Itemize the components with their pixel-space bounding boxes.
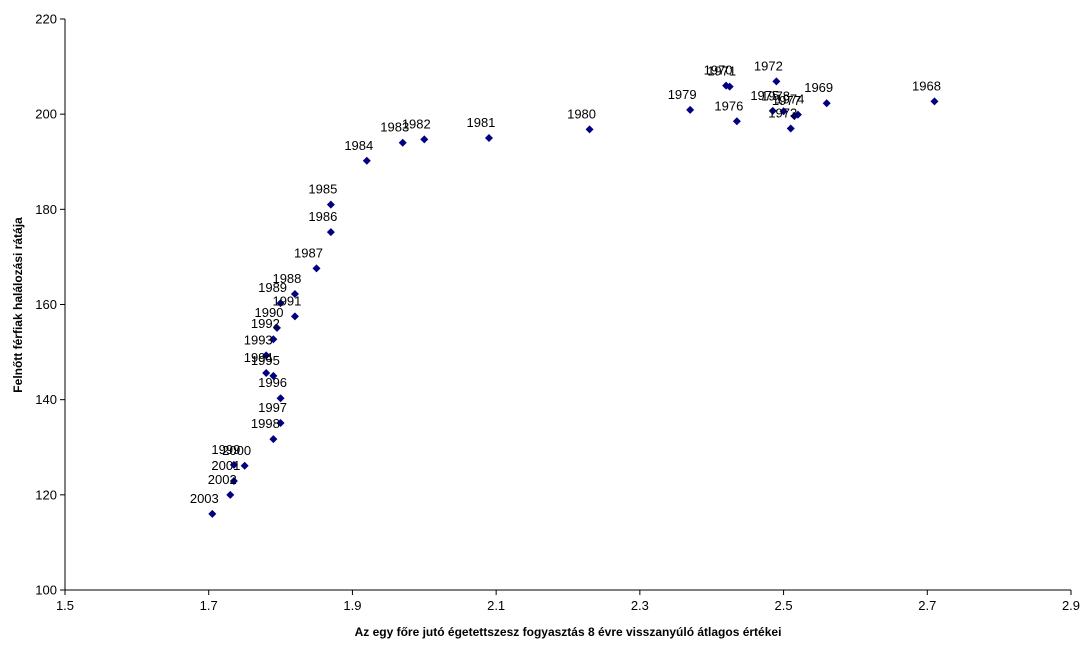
data-point-marker — [226, 490, 235, 499]
data-point-label: 1985 — [308, 182, 337, 197]
data-point-label: 1982 — [402, 116, 431, 131]
y-axis-ticks: 100 120 140 160 180 200 220 — [35, 12, 65, 598]
data-point-label: 1999 — [211, 442, 240, 457]
y-tick-label: 180 — [35, 202, 57, 217]
y-tick-label: 140 — [35, 392, 57, 407]
data-point-label: 1986 — [308, 209, 337, 224]
data-point-label: 1997 — [258, 400, 287, 415]
data-point-label: 1987 — [294, 245, 323, 260]
y-tick-label: 220 — [35, 12, 57, 27]
y-axis-title: Felnőtt férfiak halálozási rátája — [11, 217, 25, 393]
y-tick-label: 100 — [35, 583, 57, 598]
x-tick-label: 2.3 — [631, 598, 649, 613]
y-tick-label: 200 — [35, 107, 57, 122]
data-point-marker — [725, 82, 734, 91]
data-point-label: 2003 — [190, 491, 219, 506]
data-point-label: 1990 — [255, 305, 284, 320]
data-point-label: 1998 — [251, 416, 280, 431]
data-point-label: 1980 — [567, 106, 596, 121]
data-point-marker — [326, 200, 335, 209]
data-point-marker — [326, 228, 335, 237]
data-point-label: 1977 — [772, 93, 801, 108]
data-point-marker — [930, 97, 939, 106]
data-point-marker — [398, 138, 407, 147]
data-point-marker — [240, 461, 249, 470]
data-point-label: 1979 — [668, 87, 697, 102]
x-axis-title: Az egy főre jutó égetettszesz fogyasztás… — [355, 625, 782, 639]
data-point-label: 2002 — [208, 472, 237, 487]
data-point-label: 1972 — [754, 58, 783, 73]
data-point-label: 1976 — [714, 98, 743, 113]
data-point-marker — [262, 369, 271, 378]
data-point-marker — [276, 299, 285, 308]
x-tick-label: 2.7 — [918, 598, 936, 613]
data-point-marker — [484, 133, 493, 142]
data-point-marker — [786, 124, 795, 133]
data-point-marker — [312, 264, 321, 273]
data-point-marker — [269, 335, 278, 344]
data-point-marker — [822, 99, 831, 108]
data-point-marker — [229, 460, 238, 469]
data-point-label: 1983 — [380, 120, 409, 135]
data-point-label: 1981 — [466, 115, 495, 130]
data-point-label: 1994 — [244, 350, 273, 365]
x-axis-ticks: 1.5 1.7 1.9 2.1 2.3 2.5 2.7 2.9 — [56, 590, 1080, 613]
data-point-label: 1974 — [775, 92, 804, 107]
data-point-marker — [772, 77, 781, 86]
data-point-marker — [290, 312, 299, 321]
data-point-marker — [208, 509, 217, 518]
data-point-marker — [790, 112, 799, 121]
data-point-label: 1993 — [244, 332, 273, 347]
data-point-marker — [276, 418, 285, 427]
y-tick-label: 120 — [35, 487, 57, 502]
data-point-marker — [269, 371, 278, 380]
data-point-marker — [779, 107, 788, 116]
data-point-label: 2000 — [222, 443, 251, 458]
x-tick-label: 2.5 — [775, 598, 793, 613]
data-point-marker — [420, 135, 429, 144]
x-tick-label: 1.9 — [343, 598, 361, 613]
data-point-label: 1970 — [704, 63, 733, 78]
data-point-label: 1984 — [344, 138, 373, 153]
data-point-label: 1973 — [768, 105, 797, 120]
data-point-marker — [272, 323, 281, 332]
data-point-label: 1991 — [272, 293, 301, 308]
data-point-label: 1978 — [761, 88, 790, 103]
data-point-label: 1971 — [707, 64, 736, 79]
data-point-label: 2001 — [211, 458, 240, 473]
data-point-marker — [732, 117, 741, 126]
data-point-label: 1995 — [251, 353, 280, 368]
data-point-marker — [262, 351, 271, 360]
x-tick-label: 2.9 — [1062, 598, 1080, 613]
data-point-label: 1989 — [258, 280, 287, 295]
data-point-label: 1975 — [750, 88, 779, 103]
data-point-marker — [686, 105, 695, 114]
data-point-label: 1988 — [272, 271, 301, 286]
data-point-marker — [768, 106, 777, 115]
data-point-label: 1969 — [804, 80, 833, 95]
x-tick-label: 1.7 — [200, 598, 218, 613]
data-point-marker — [276, 394, 285, 403]
data-point-marker — [229, 477, 238, 486]
data-point-label: 1996 — [258, 375, 287, 390]
x-tick-label: 2.1 — [487, 598, 505, 613]
x-tick-label: 1.5 — [56, 598, 74, 613]
data-point-marker — [362, 156, 371, 165]
y-tick-label: 160 — [35, 297, 57, 312]
data-points — [208, 77, 939, 518]
data-point-marker — [290, 290, 299, 299]
data-point-label: 1968 — [912, 78, 941, 93]
data-point-label: 1992 — [251, 316, 280, 331]
data-point-marker — [585, 125, 594, 134]
data-point-marker — [269, 435, 278, 444]
